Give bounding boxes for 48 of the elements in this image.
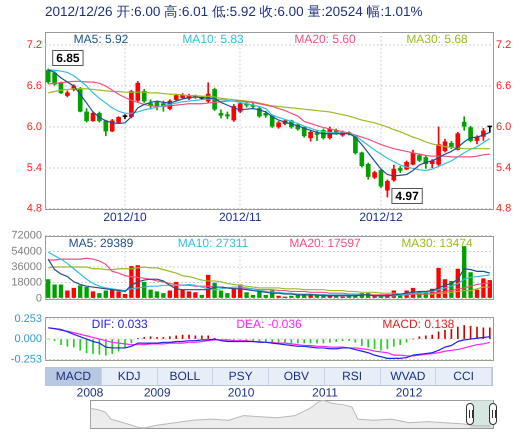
- y-tick-label: 0.253: [14, 312, 42, 325]
- annotation: 6.85: [56, 50, 80, 65]
- text: MA30: 5.68: [406, 32, 468, 46]
- annotation: 4.97: [395, 188, 420, 203]
- text: BOLL: [158, 368, 214, 385]
- text: MA10: 5.83: [182, 32, 244, 46]
- y-tick-label: 72000: [11, 230, 42, 242]
- y-tick-label: 4.8: [26, 202, 42, 215]
- y-tick-label: 36000: [11, 261, 42, 274]
- text: PSY: [213, 368, 269, 385]
- text: OBV: [269, 368, 325, 385]
- x-tick-label: 2011: [312, 386, 338, 400]
- y-tick-label: 6.6: [26, 80, 42, 92]
- y-tick-label: 0.000: [14, 333, 42, 346]
- series-label: DIF: 0.033: [92, 316, 148, 331]
- text: MA20: 17597: [289, 236, 362, 250]
- y-tick-label: 7.2: [26, 39, 42, 52]
- chart-title: 2012/12/26 开:6.00 高:6.01 低:5.92 收:6.00 量:20524 幅:1.01%: [44, 3, 424, 21]
- x-tick-label: 2008: [76, 386, 104, 400]
- series-label: MACD: 0.138: [382, 316, 455, 331]
- y2-tick-label: 4.8: [496, 202, 512, 215]
- y-tick-label: 6.0: [26, 120, 42, 133]
- text: MA10: 27311: [178, 236, 249, 250]
- text: MA20: 5.60: [294, 32, 356, 46]
- text: CCI: [436, 368, 492, 385]
- y-tick-label: 18000: [11, 276, 42, 289]
- y-tick-label: 54000: [11, 245, 42, 258]
- y2-tick-label: 6.0: [496, 120, 512, 133]
- x-tick-label: 2010: [228, 386, 255, 400]
- text: WVAD: [380, 368, 436, 385]
- series-label: DEA: -0.036: [236, 316, 302, 331]
- text: RSI: [324, 368, 380, 385]
- x-tick-label: 2012/12: [359, 210, 404, 224]
- y-tick-label: 0: [36, 292, 42, 304]
- y2-tick-label: 6.6: [496, 80, 512, 92]
- y-tick-label: 5.4: [26, 162, 42, 174]
- x-tick-label: 2012: [396, 386, 423, 400]
- series-label: MA5: 29389: [68, 236, 134, 250]
- x-tick-label: 2012/11: [218, 210, 262, 224]
- text: KDJ: [102, 368, 158, 385]
- x-tick-label: 2012/10: [103, 210, 148, 224]
- y2-tick-label: 7.2: [496, 39, 512, 52]
- text: MA5: 5.92: [74, 32, 129, 46]
- y2-tick-label: 5.4: [496, 162, 512, 174]
- x-tick-label: 2009: [144, 386, 171, 400]
- text: MACD: [46, 368, 102, 385]
- y-tick-label: -0.253: [10, 353, 42, 366]
- text: MA30: 13474: [401, 236, 474, 250]
